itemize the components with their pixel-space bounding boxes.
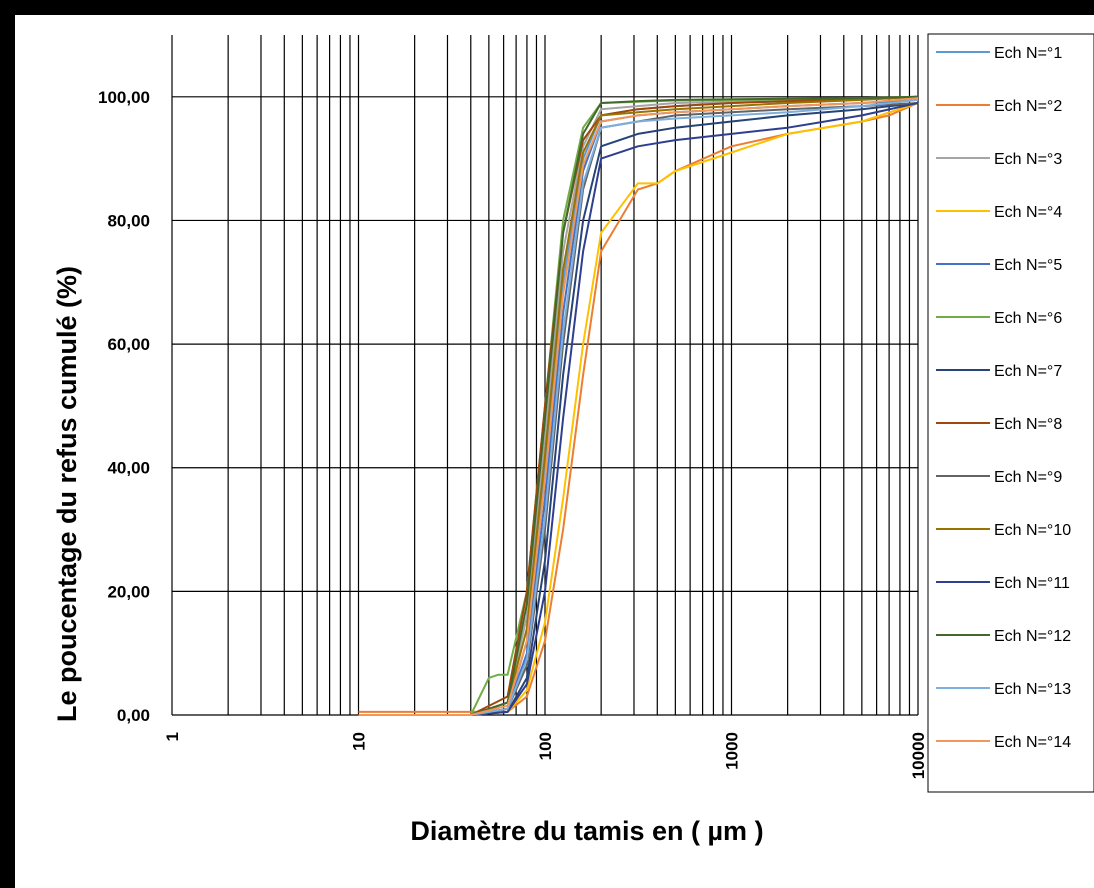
series-line-12: [358, 95, 919, 716]
legend-label: Ech N=°10: [994, 522, 1071, 539]
y-tick-label: 100,00: [98, 88, 150, 107]
legend-label: Ech N=°5: [994, 257, 1062, 274]
legend-label: Ech N=°3: [994, 151, 1062, 168]
x-tick-label: 1000: [723, 732, 742, 770]
series-line-11: [358, 102, 919, 716]
legend-label: Ech N=°2: [994, 98, 1062, 115]
y-axis-title: Le poucentage du refus cumulé (%): [52, 266, 82, 722]
series-line-2: [358, 102, 919, 713]
series-line-13: [358, 98, 919, 716]
legend-label: Ech N=°13: [994, 681, 1071, 698]
y-tick-label: 0,00: [117, 706, 150, 725]
series-line-5: [358, 98, 919, 716]
legend-label: Ech N=°12: [994, 628, 1071, 645]
legend-label: Ech N=°6: [994, 310, 1062, 327]
legend-box: [927, 33, 1094, 793]
legend-label: Ech N=°14: [994, 734, 1071, 751]
legend: Ech N=°1 Ech N=°2 Ech N=°3 Ech N=°4 Ech N=°5…: [927, 33, 1094, 793]
series-line-8: [358, 95, 919, 716]
legend-label: Ech N=°11: [994, 575, 1070, 592]
series-line-9: [358, 102, 919, 716]
y-tick-label: 40,00: [107, 459, 150, 478]
x-tick-label: 100: [536, 732, 555, 760]
x-tick-label: 10000: [909, 732, 928, 779]
y-tick-label: 60,00: [107, 335, 150, 354]
series-lines: [358, 95, 919, 716]
y-tick-label: 20,00: [107, 582, 150, 601]
y-tick-label: 80,00: [107, 211, 150, 230]
x-axis-title: Diamètre du tamis en ( µm ): [410, 816, 763, 846]
series-line-14: [358, 97, 919, 716]
legend-label: Ech N=°9: [994, 469, 1062, 486]
legend-label: Ech N=°8: [994, 416, 1062, 433]
x-tick-labels: 1 10 100 1000 10000: [163, 732, 928, 779]
legend-label: Ech N=°4: [994, 204, 1062, 221]
x-tick-label: 1: [163, 732, 182, 741]
series-line-4: [358, 102, 919, 716]
legend-label: Ech N=°7: [994, 363, 1062, 380]
vertical-gridlines: [171, 35, 919, 715]
y-tick-labels: 0,00 20,00 40,00 60,00 80,00 100,00: [98, 88, 150, 725]
x-tick-label: 10: [350, 732, 369, 751]
legend-label: Ech N=°1: [994, 45, 1062, 62]
series-line-7: [358, 102, 919, 716]
